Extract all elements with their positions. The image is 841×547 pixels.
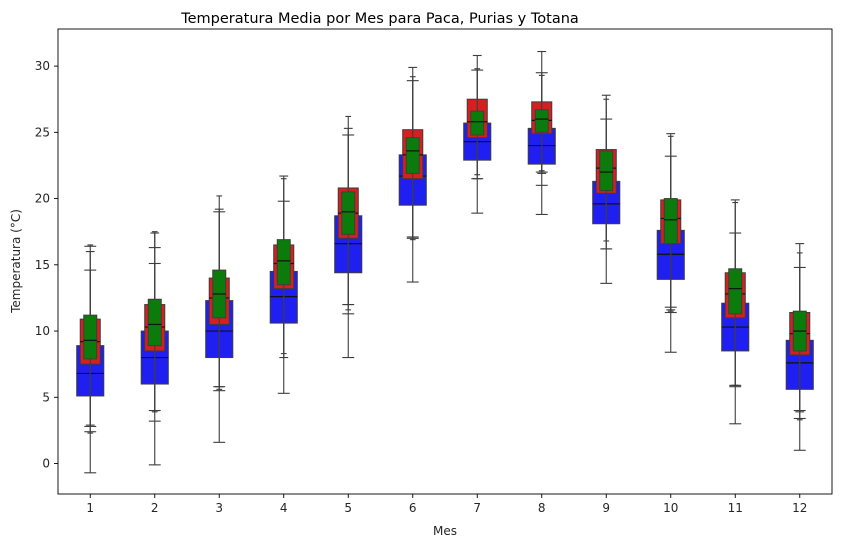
x-tick-label: 12 — [792, 501, 807, 515]
box-8-series-3 — [534, 74, 549, 172]
x-tick-label: 10 — [663, 501, 678, 515]
box-body — [599, 150, 614, 192]
x-tick-label: 9 — [602, 501, 610, 515]
box-4-series-3 — [276, 178, 291, 355]
x-tick-label: 7 — [473, 501, 481, 515]
x-tick-label: 1 — [86, 501, 94, 515]
y-tick-label: 10 — [35, 324, 50, 338]
x-tick-label: 11 — [728, 501, 743, 515]
x-axis: 1 2 3 4 5 6 7 8 9 10 11 12 — [86, 494, 807, 515]
y-axis: 0 5 10 15 20 25 30 — [35, 59, 58, 471]
box-body — [83, 314, 98, 360]
x-tick-label: 4 — [280, 501, 288, 515]
box-3-series-3 — [212, 195, 227, 390]
box-body — [663, 198, 678, 245]
x-tick-label: 2 — [151, 501, 159, 515]
box-body — [147, 298, 162, 347]
box-body — [470, 110, 485, 136]
y-tick-label: 25 — [35, 125, 50, 139]
plot-frame — [57, 28, 833, 495]
plot-area — [76, 50, 814, 474]
box-body — [534, 109, 549, 133]
box-series-3 — [83, 68, 807, 434]
box-11-series-3 — [728, 201, 743, 386]
x-tick-label: 6 — [409, 501, 417, 515]
box-body — [728, 268, 743, 315]
box-body — [405, 137, 420, 174]
box-10-series-3 — [663, 135, 678, 312]
box-1-series-3 — [83, 244, 98, 434]
y-tick-label: 30 — [35, 59, 50, 73]
y-axis-label: Temperatura (°C) — [9, 209, 23, 314]
y-tick-label: 0 — [42, 457, 50, 471]
box-series-1 — [76, 69, 814, 474]
box-12-series-3 — [792, 252, 807, 421]
x-tick-label: 8 — [538, 501, 546, 515]
y-tick-label: 5 — [42, 390, 50, 404]
box-body — [341, 191, 356, 235]
box-6-series-3 — [405, 76, 420, 241]
box-body — [276, 239, 291, 286]
box-7-series-3 — [470, 68, 485, 176]
box-2-series-3 — [147, 231, 162, 413]
x-axis-label: Mes — [433, 524, 457, 538]
x-tick-label: 5 — [344, 501, 352, 515]
box-9-series-3 — [599, 98, 614, 242]
y-tick-label: 20 — [35, 192, 50, 206]
box-series-2 — [79, 50, 811, 426]
box-5-series-3 — [341, 115, 356, 311]
chart-title: Temperatura Media por Mes para Paca, Pur… — [180, 11, 579, 27]
x-tick-label: 3 — [215, 501, 223, 515]
y-tick-label: 15 — [35, 258, 50, 272]
